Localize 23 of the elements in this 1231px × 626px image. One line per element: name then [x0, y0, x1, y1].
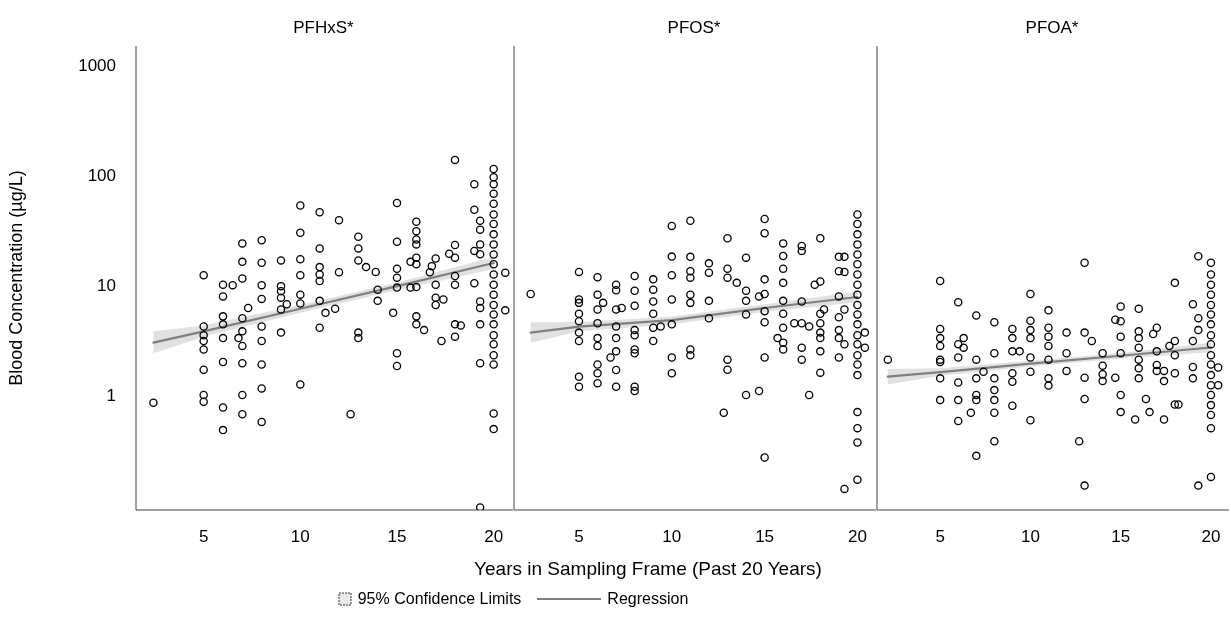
x-tick-label: 15: [755, 527, 775, 547]
x-tick-label: 10: [1020, 527, 1040, 547]
x-tick-label: 15: [387, 527, 407, 547]
chart-title: PFOA*: [1024, 18, 1080, 38]
text: 95% Confidence Limits: [357, 590, 522, 608]
y-tick-label: 1000: [78, 56, 116, 76]
x-tick-label: 10: [290, 527, 310, 547]
x-tick-label: 20: [1201, 527, 1221, 547]
x-tick-label: 5: [198, 527, 209, 547]
y-tick-label: 10: [97, 276, 116, 296]
x-tick-label: 20: [847, 527, 867, 547]
y-tick-label: 1: [106, 386, 116, 406]
x-tick-label: 10: [662, 527, 682, 547]
y-axis-title: Blood Concentration (µg/L): [6, 170, 27, 386]
chart-title: PFOS*: [666, 18, 722, 38]
x-tick-label: 5: [935, 527, 945, 547]
legend-label: Regression: [607, 590, 689, 608]
x-tick-label: 20: [484, 527, 504, 547]
chart-title: PFHxS*: [292, 18, 355, 38]
x-tick-label: 15: [1111, 527, 1131, 547]
x-tick-label: 5: [574, 527, 584, 547]
x-axis-title: Years in Sampling Frame (Past 20 Years): [473, 558, 823, 580]
y-tick-label: 100: [87, 166, 116, 186]
